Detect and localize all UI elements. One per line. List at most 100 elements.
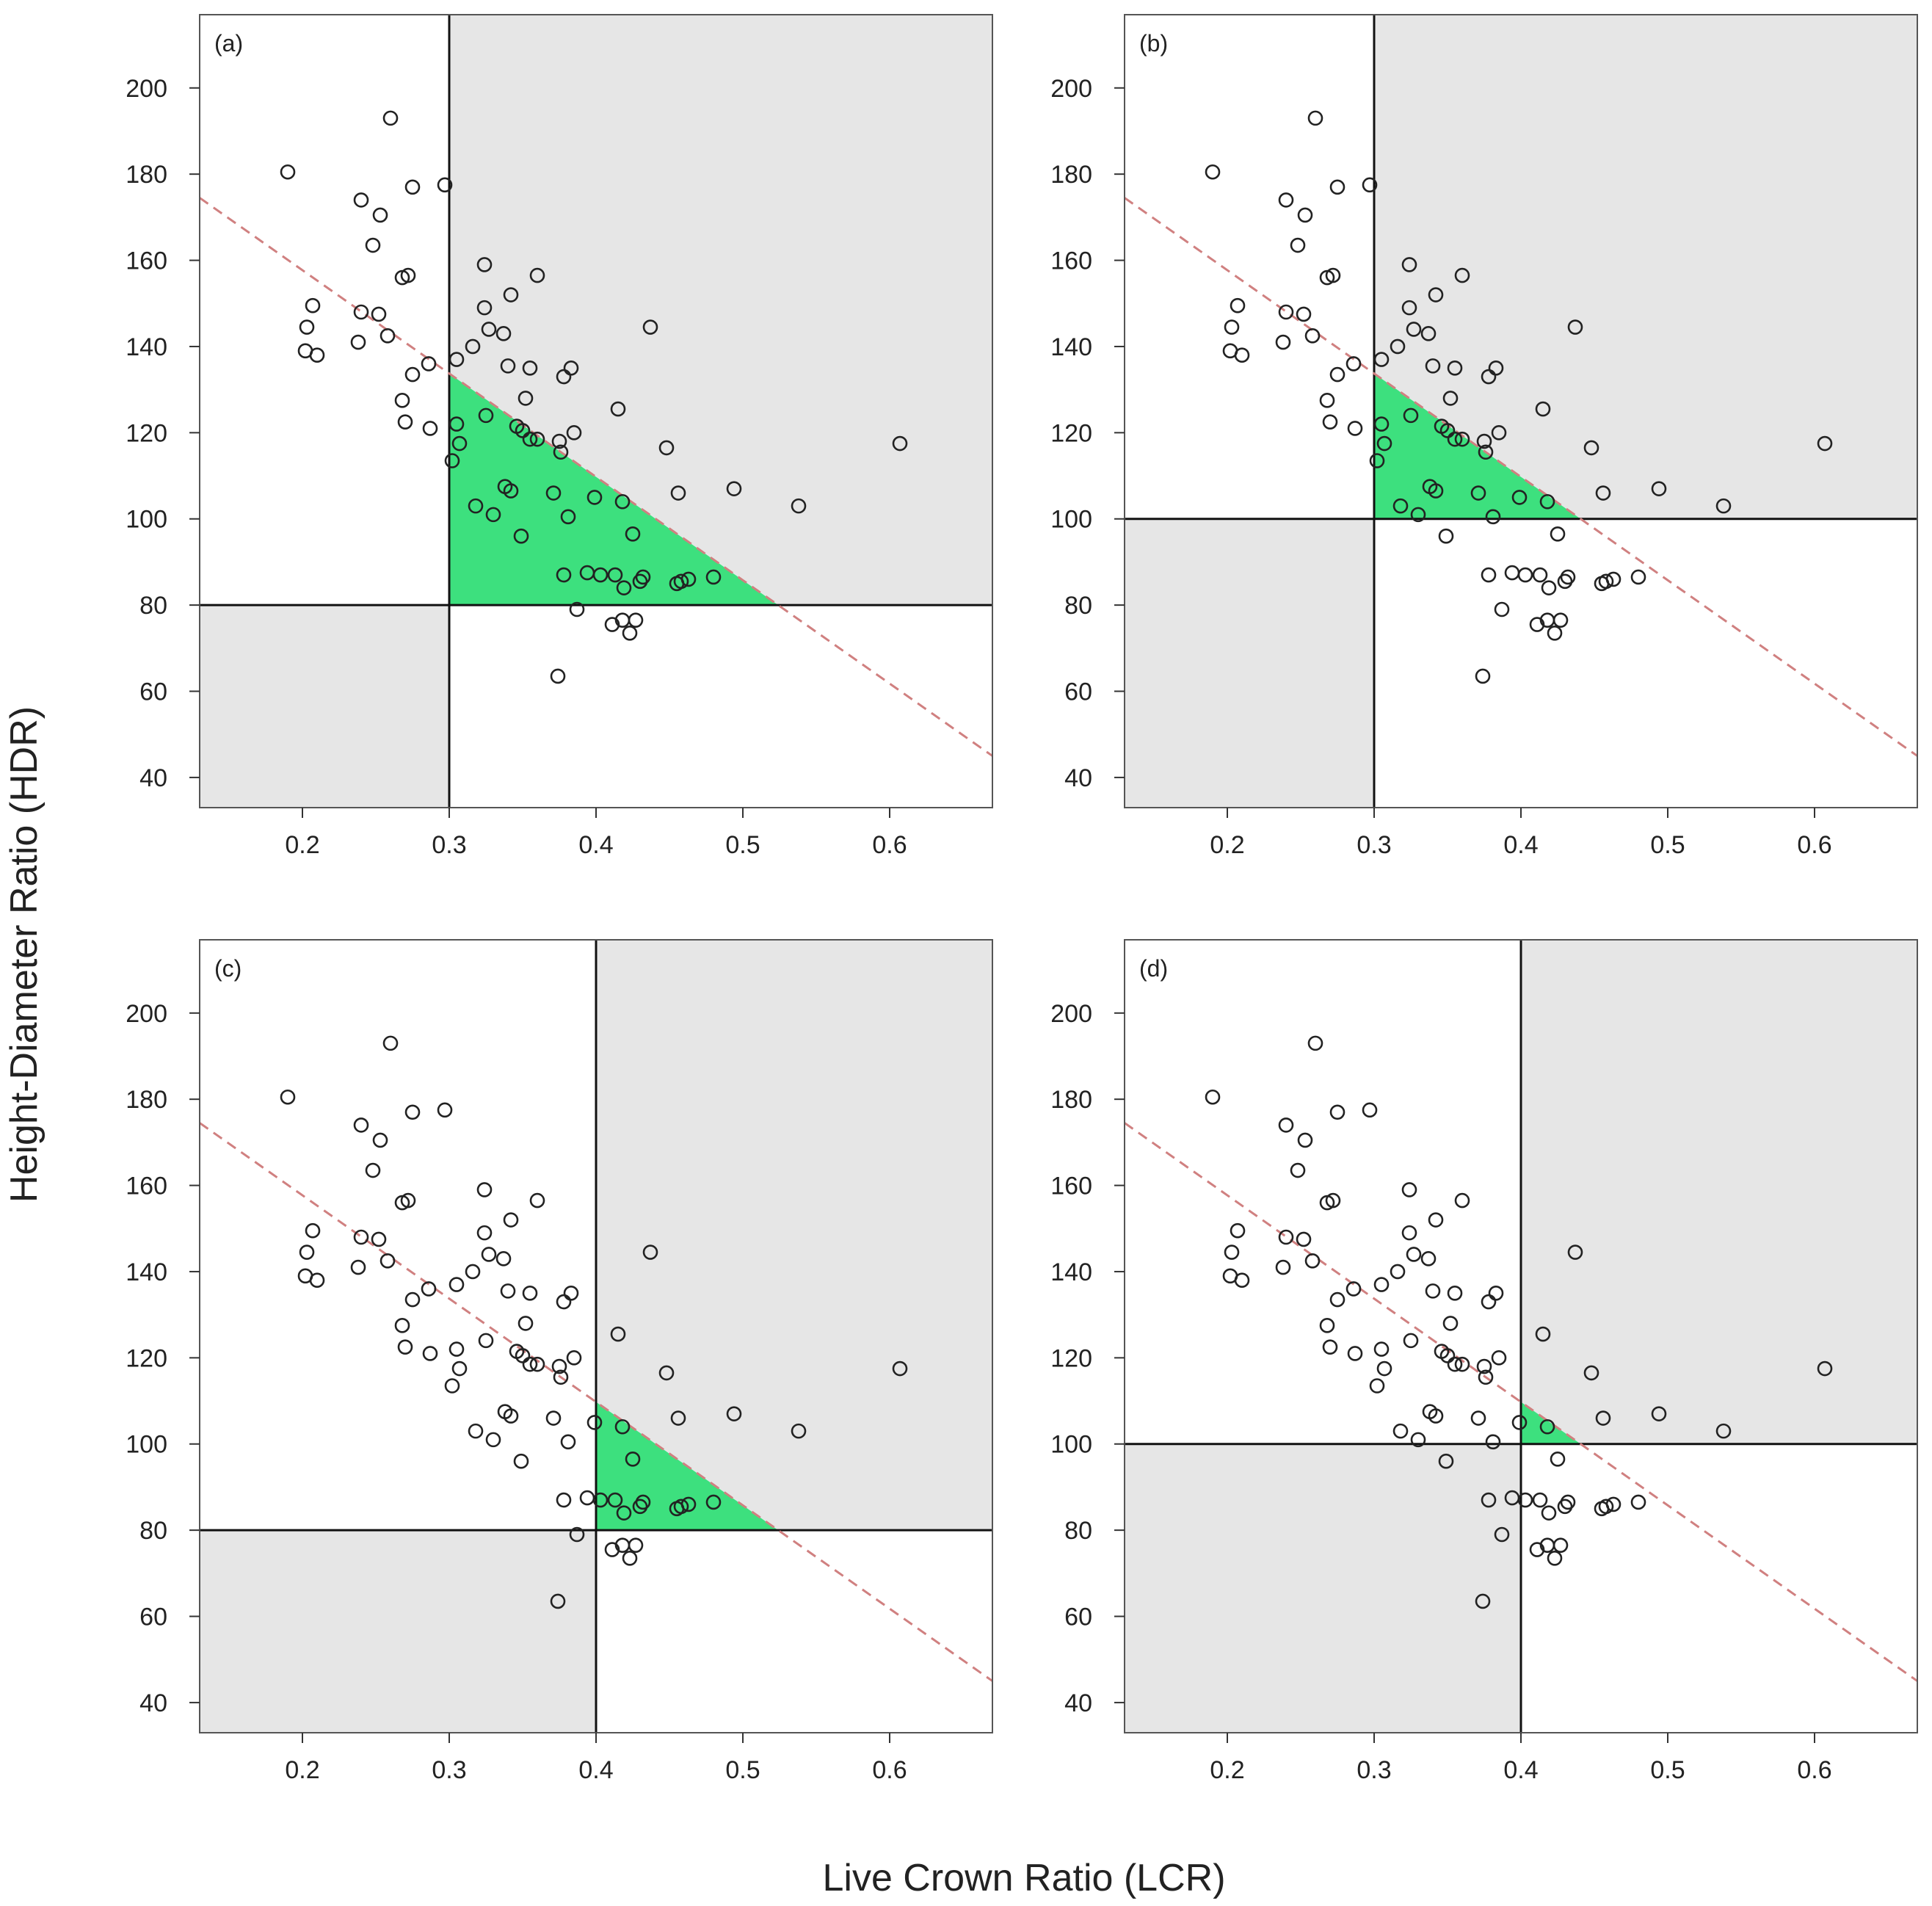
data-point (448, 1277, 465, 1292)
data-point (592, 1492, 609, 1508)
data-point (1329, 1104, 1346, 1120)
data-point (1532, 1492, 1548, 1508)
data-point (513, 528, 529, 544)
x-tick-label: 0.4 (578, 831, 613, 859)
data-point (1454, 267, 1470, 283)
data-point (1230, 297, 1246, 314)
data-point (1401, 1182, 1417, 1197)
y-tick-label: 200 (126, 75, 167, 103)
data-point (610, 1326, 626, 1342)
data-point (353, 1117, 369, 1133)
data-point (503, 483, 519, 499)
data-point (485, 1432, 501, 1448)
data-point (1598, 1499, 1614, 1515)
data-point (1567, 1244, 1583, 1260)
y-tick-label: 140 (1050, 1258, 1092, 1286)
data-point (522, 1356, 538, 1372)
data-point (607, 1492, 623, 1508)
y-tick-label: 60 (139, 678, 167, 706)
data-point (1560, 569, 1576, 585)
data-point (353, 304, 369, 320)
data-point (518, 391, 534, 406)
data-point (1494, 1526, 1510, 1543)
data-point (726, 1406, 742, 1421)
data-point (1517, 1492, 1533, 1508)
data-point (305, 1222, 321, 1239)
data-point (1476, 433, 1492, 449)
data-point (1296, 1231, 1312, 1247)
data-point (448, 1341, 465, 1357)
y-tick-label: 180 (126, 1086, 167, 1114)
data-point (400, 1192, 416, 1209)
data-point (556, 1492, 572, 1508)
data-point (1329, 179, 1346, 195)
data-point (478, 407, 494, 424)
data-point (1535, 1326, 1551, 1342)
data-point (299, 1244, 315, 1260)
panel-label: (a) (214, 30, 243, 57)
data-point (616, 580, 632, 595)
data-point (1595, 1410, 1611, 1426)
x-tick-label: 0.5 (1650, 1756, 1685, 1784)
data-point (1447, 360, 1463, 376)
data-point (1325, 267, 1341, 283)
data-point (1817, 435, 1833, 452)
data-point (1605, 571, 1622, 587)
y-tick-label: 160 (1050, 1173, 1092, 1200)
data-point (522, 360, 538, 376)
y-tick-label: 180 (1050, 161, 1092, 189)
data-point (642, 1244, 658, 1260)
data-point (476, 1182, 493, 1197)
data-point (670, 485, 686, 501)
data-point (1428, 1212, 1444, 1228)
y-tick-label: 100 (1050, 1431, 1092, 1459)
data-point (382, 1035, 399, 1051)
y-tick-label: 120 (126, 1344, 167, 1372)
data-point (421, 356, 437, 372)
y-tick-label: 200 (1050, 75, 1092, 103)
data-point (515, 423, 531, 438)
y-tick-label: 140 (1050, 333, 1092, 361)
data-point (1630, 1494, 1646, 1510)
data-point (1376, 435, 1392, 452)
data-point (1481, 1294, 1497, 1310)
data-point (382, 110, 399, 126)
data-point (1362, 1102, 1378, 1118)
data-point (1234, 1272, 1250, 1288)
data-point (1319, 393, 1335, 408)
data-point (1278, 192, 1294, 208)
data-point (1442, 1316, 1459, 1331)
data-point (579, 1490, 595, 1506)
data-point (1376, 1360, 1392, 1377)
y-tick-label: 100 (1050, 506, 1092, 534)
data-point (1481, 567, 1497, 583)
data-point (380, 327, 396, 344)
data-point (280, 1089, 296, 1105)
data-point (545, 485, 562, 501)
data-point (1439, 1348, 1456, 1363)
data-point (465, 338, 481, 355)
data-point (529, 431, 545, 447)
data-point (628, 612, 644, 628)
y-tick-label: 80 (1064, 1517, 1092, 1545)
data-point (394, 393, 410, 408)
panel-a: (a) 0.2 0.3 0.4 0.5 0.6 40 60 80 100 120 140 160 180 2… (126, 14, 993, 859)
data-point (1322, 1339, 1338, 1355)
data-point (451, 435, 468, 452)
data-point (1547, 625, 1563, 641)
panel-b: (b) 0.2 0.3 0.4 0.5 0.6 40 60 80 100 120 140 160 180 2… (1050, 14, 1918, 859)
data-point (437, 1102, 453, 1118)
data-point (1547, 1550, 1563, 1566)
data-point (791, 1423, 807, 1439)
x-tick-label: 0.4 (1503, 1756, 1538, 1784)
data-point (448, 416, 465, 432)
data-point (1224, 1244, 1240, 1260)
data-point (545, 1410, 562, 1426)
data-point (1346, 356, 1362, 372)
data-point (1275, 334, 1291, 350)
shaded-quadrant-lower-left (200, 605, 449, 808)
shaded-quadrant-lower-left (200, 1530, 596, 1733)
data-point (522, 431, 538, 447)
data-point (1583, 440, 1599, 456)
x-tick-label: 0.6 (872, 1756, 907, 1784)
